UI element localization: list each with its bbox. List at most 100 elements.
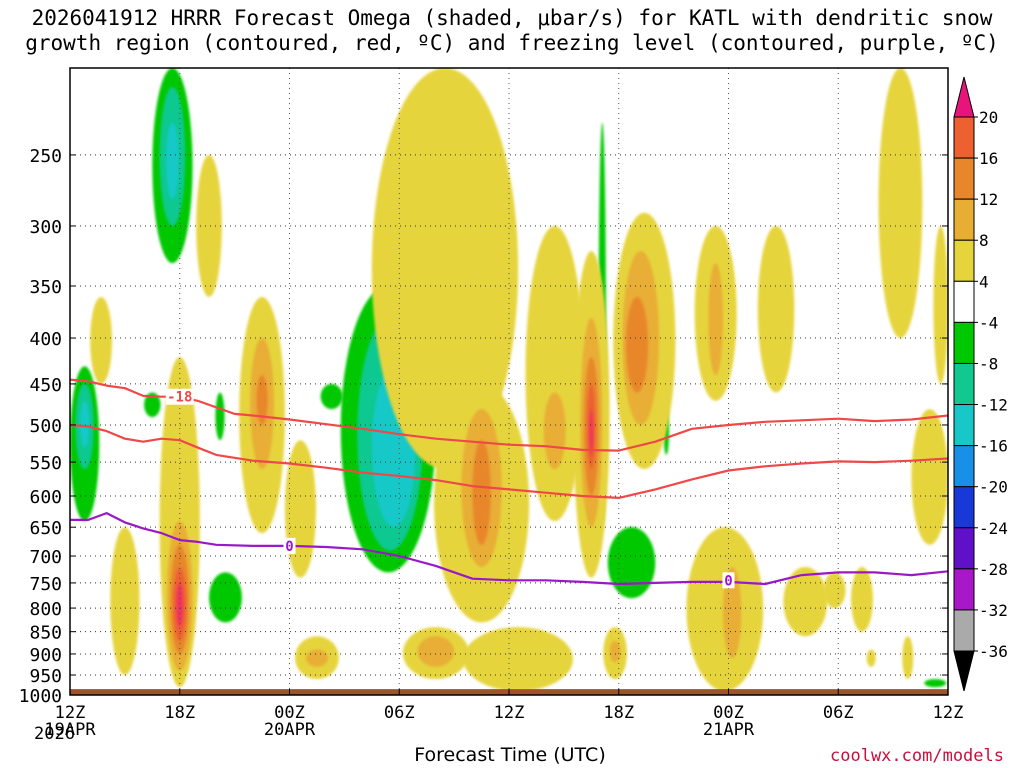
omega-region-35 <box>472 440 491 545</box>
colorbar-label-4: 4 <box>979 272 989 291</box>
omega-region-48 <box>417 636 455 667</box>
colorbar-label-10: -24 <box>979 519 1008 538</box>
colorbar-label-9: -20 <box>979 478 1008 497</box>
omega-region-45 <box>626 296 649 393</box>
chart-title-line-1: 2026041912 HRRR Forecast Omega (shaded, … <box>31 6 993 30</box>
x-tick-label-18: 06Z <box>384 703 415 723</box>
chart-title: 2026041912 HRRR Forecast Omega (shaded, … <box>0 6 1024 56</box>
colorbar-box-4 <box>953 280 975 323</box>
y-tick-label-550: 550 <box>29 453 62 474</box>
omega-region-14 <box>607 527 656 599</box>
omega-region-25 <box>196 154 222 297</box>
axes: 2503003504004505005506006507007508008509… <box>19 67 964 740</box>
y-tick-label-750: 750 <box>29 574 62 595</box>
x-tick-label-48: 12Z <box>933 703 964 723</box>
chart-title-line-2: growth region (contoured, red, ºC) and f… <box>25 31 999 55</box>
colorbar-box-10 <box>953 527 975 570</box>
colorbar-label-3: 8 <box>979 231 989 250</box>
colorbar-bottom-arrow <box>953 650 975 692</box>
x-tick-label-6: 18Z <box>164 703 195 723</box>
omega-region-7 <box>215 392 225 441</box>
colorbar-label-12: -32 <box>979 601 1008 620</box>
omega-region-32 <box>371 68 519 470</box>
y-tick-label-1000: 1000 <box>19 686 62 707</box>
colorbar-label-0: 20 <box>979 108 998 127</box>
dgz_top-label-bg <box>165 388 194 405</box>
omega-region-42 <box>589 409 594 455</box>
temperature-contours: -18 0 0 <box>69 378 949 589</box>
dgz_bottom-contour <box>69 423 949 499</box>
colorbar-box-9 <box>953 486 975 529</box>
y-tick-label-300: 300 <box>29 217 62 238</box>
colorbar-top-arrow <box>953 76 975 118</box>
colorbar-box-0 <box>953 116 975 159</box>
y-tick-label-400: 400 <box>29 329 62 350</box>
omega-region-28 <box>256 375 268 425</box>
colorbar-box-12 <box>953 609 975 652</box>
colorbar-box-11 <box>953 568 975 611</box>
omega-region-36 <box>525 225 584 522</box>
x-tick-label-24: 12Z <box>494 703 525 723</box>
x-tick-label-42: 06Z <box>823 703 854 723</box>
colorbar-box-3 <box>953 239 975 282</box>
x-date-label-36: 21APR <box>703 720 755 740</box>
freezing_level-label-bg <box>283 537 296 554</box>
omega-region-46 <box>463 627 574 692</box>
omega-region-2 <box>80 400 90 448</box>
y-tick-label-700: 700 <box>29 547 62 568</box>
y-tick-label-950: 950 <box>29 666 62 687</box>
omega-region-6 <box>144 392 161 418</box>
omega-region-57 <box>851 567 874 632</box>
omega-region-24 <box>90 296 113 384</box>
y-tick-label-350: 350 <box>29 277 62 298</box>
x-tick-label-30: 18Z <box>603 703 634 723</box>
y-tick-label-600: 600 <box>29 487 62 508</box>
colorbar-label-7: -12 <box>979 396 1008 415</box>
x-tick-label-0: 12Z <box>55 703 86 723</box>
colorbar-box-6 <box>953 362 975 406</box>
x-axis-title: Forecast Time (UTC) <box>414 744 606 766</box>
colorbar-box-5 <box>953 321 975 364</box>
omega-region-62 <box>902 636 914 680</box>
y-tick-label-500: 500 <box>29 416 62 437</box>
freezing_level-contour <box>70 512 949 586</box>
colorbar-label-5: -4 <box>979 313 998 332</box>
omega-region-58 <box>878 68 923 339</box>
site-credit-link[interactable]: coolwx.com/models <box>830 746 1004 766</box>
omega-region-18 <box>110 527 140 676</box>
y-tick-label-650: 650 <box>29 518 62 539</box>
x-tick-label-36: 00Z <box>713 703 744 723</box>
omega-region-9 <box>320 383 343 410</box>
freezing_level-label-0: 0 <box>285 539 293 555</box>
y-tick-label-900: 900 <box>29 645 62 666</box>
freezing_level-label-1: 0 <box>724 573 732 589</box>
colorbar-box-8 <box>953 445 975 488</box>
colorbar-box-1 <box>953 157 975 200</box>
omega-region-37 <box>543 392 566 470</box>
colorbar-box-7 <box>953 404 975 447</box>
y-tick-label-450: 450 <box>29 375 62 396</box>
x-date-label-0: 19APR <box>44 720 96 740</box>
colorbar-label-2: 12 <box>979 190 998 209</box>
omega-region-56 <box>783 567 828 637</box>
omega-region-23 <box>176 582 183 628</box>
x-tick-label-12: 00Z <box>274 703 305 723</box>
omega-region-50 <box>609 640 621 663</box>
omega-region-52 <box>723 567 742 659</box>
omega-shading <box>70 68 948 695</box>
omega-region-54 <box>708 263 724 376</box>
freezing_level-label-bg <box>722 572 735 589</box>
omega-region-17 <box>924 679 947 688</box>
colorbar-label-13: -36 <box>979 642 1008 661</box>
dgz_top-label-0: -18 <box>167 390 192 406</box>
y-tick-label-850: 850 <box>29 623 62 644</box>
colorbar-label-6: -8 <box>979 354 998 373</box>
colorbar-label-1: 16 <box>979 149 998 168</box>
omega-region-31 <box>305 649 328 667</box>
y-tick-label-800: 800 <box>29 599 62 620</box>
x-date-label-12: 20APR <box>264 720 316 740</box>
omega-region-63 <box>866 649 876 667</box>
y-tick-label-250: 250 <box>29 146 62 167</box>
dgz_top-contour <box>69 378 949 452</box>
